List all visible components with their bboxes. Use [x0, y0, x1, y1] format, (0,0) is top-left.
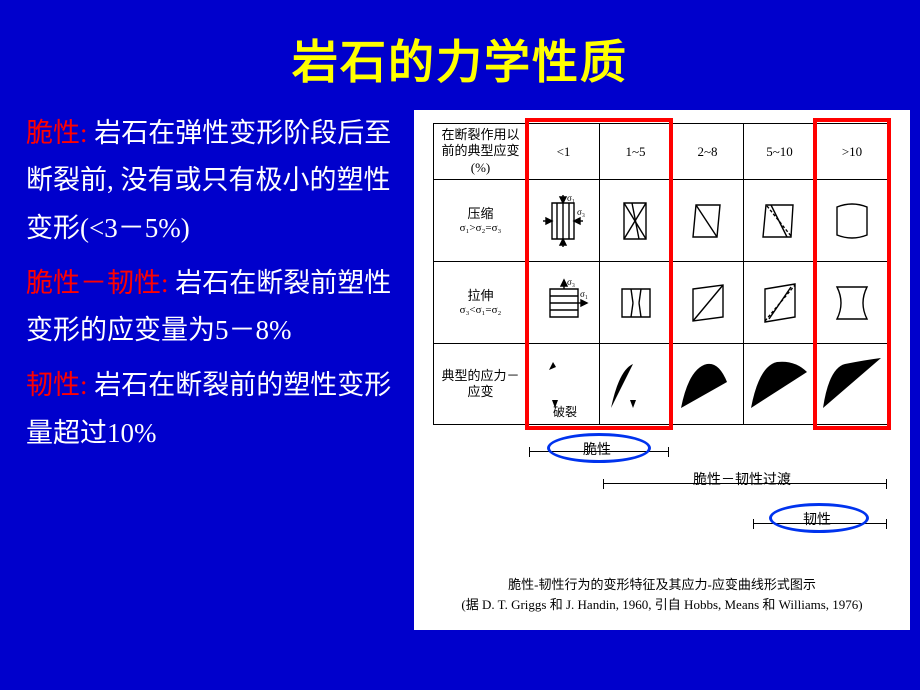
transition-label: 脆性－韧性过渡 — [693, 469, 791, 489]
curve-cell-2 — [672, 344, 744, 424]
curve-cell-1 — [600, 344, 672, 424]
left-column: 脆性: 岩石在弹性变形阶段后至断裂前, 没有或只有极小的塑性变形(<3－5%) … — [0, 110, 406, 630]
row-tension: 拉伸 σ₃<σ₁=σ₂ — [434, 262, 528, 344]
col-4: >10 — [816, 124, 888, 180]
svg-text:σ₁: σ₁ — [567, 193, 575, 203]
figure-inner: 在断裂作用以前的典型应变(%) <1 1~5 2~8 5~10 >10 压缩 σ… — [433, 123, 891, 557]
col-1: 1~5 — [600, 124, 672, 180]
slide: 岩石的力学性质 脆性: 岩石在弹性变形阶段后至断裂前, 没有或只有极小的塑性变形… — [0, 0, 920, 690]
figure-grid: 在断裂作用以前的典型应变(%) <1 1~5 2~8 5~10 >10 压缩 σ… — [433, 123, 889, 425]
brittle-label: 脆性 — [583, 439, 611, 459]
slide-title: 岩石的力学性质 — [0, 0, 920, 92]
term-transition: 脆性－韧性: — [26, 268, 169, 298]
header-strain-label: 在断裂作用以前的典型应变(%) — [434, 124, 528, 180]
figure-caption-2: (据 D. T. Griggs 和 J. Handin, 1960, 引自 Ho… — [417, 594, 907, 613]
fracture-label: 破裂 — [553, 403, 577, 420]
tens-cell-3 — [744, 262, 816, 344]
col-3: 5~10 — [744, 124, 816, 180]
curve-cell-3 — [744, 344, 816, 424]
comp-cell-3 — [744, 180, 816, 262]
svg-text:σ₁: σ₁ — [580, 289, 588, 299]
comp-cell-1 — [600, 180, 672, 262]
row-curve: 典型的应力－应变 — [434, 344, 528, 424]
col-2: 2~8 — [672, 124, 744, 180]
col-0: <1 — [528, 124, 600, 180]
comp-cell-4 — [816, 180, 888, 262]
figure-caption-1: 脆性-韧性行为的变形特征及其应力-应变曲线形式图示 — [417, 574, 907, 593]
tens-cell-2 — [672, 262, 744, 344]
row-compression: 压缩 σ₁>σ₂=σ₃ — [434, 180, 528, 262]
tens-cell-1 — [600, 262, 672, 344]
comp-cell-0: σ₁ σ₃ — [528, 180, 600, 262]
row-tension-title: 拉伸 — [467, 288, 493, 304]
term-ductile: 韧性: — [26, 370, 88, 400]
curve-cell-4 — [816, 344, 888, 424]
figure-panel: 在断裂作用以前的典型应变(%) <1 1~5 2~8 5~10 >10 压缩 σ… — [414, 110, 910, 630]
definition-ductile: 韧性: 岩石在断裂前的塑性变形量超过10% — [26, 362, 406, 457]
svg-text:σ₃: σ₃ — [567, 277, 575, 287]
row-compression-sub: σ₁>σ₂=σ₃ — [460, 222, 502, 236]
tens-cell-0: σ₃ σ₁ — [528, 262, 600, 344]
svg-text:σ₃: σ₃ — [577, 207, 585, 217]
definition-transition: 脆性－韧性: 岩石在断裂前塑性变形的应变量为5－8% — [26, 260, 406, 355]
ductile-label: 韧性 — [803, 509, 831, 529]
definition-brittle: 脆性: 岩石在弹性变形阶段后至断裂前, 没有或只有极小的塑性变形(<3－5%) — [26, 110, 406, 252]
row-compression-title: 压缩 — [467, 206, 493, 222]
tens-cell-4 — [816, 262, 888, 344]
term-brittle: 脆性: — [26, 118, 88, 148]
body-row: 脆性: 岩石在弹性变形阶段后至断裂前, 没有或只有极小的塑性变形(<3－5%) … — [0, 92, 920, 630]
row-tension-sub: σ₃<σ₁=σ₂ — [460, 304, 502, 318]
comp-cell-2 — [672, 180, 744, 262]
